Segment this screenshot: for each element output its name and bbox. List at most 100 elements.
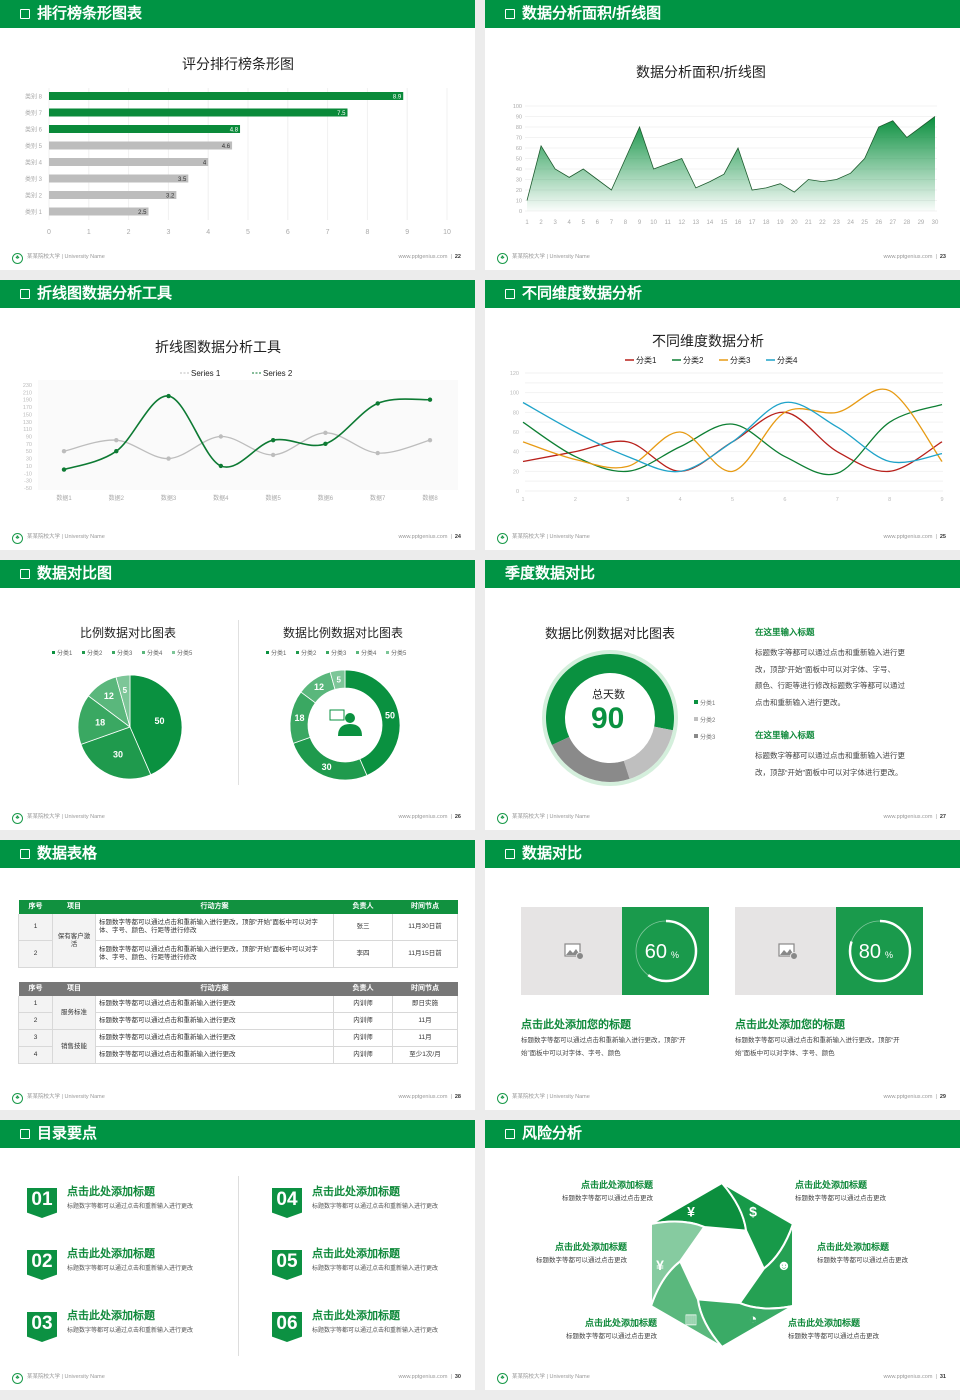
checkbox-icon — [505, 9, 515, 19]
footer-right: www.pptgenius.com | 31 — [884, 1374, 946, 1381]
cell-time: 至少1次/月 — [392, 1046, 458, 1064]
x-tick-label: 2 — [127, 229, 131, 236]
number-badge: 03 — [27, 1312, 57, 1342]
item-desc: 标题数字等都可以通过点击和重新输入进行更改 — [67, 1266, 194, 1272]
university-logo-icon: ♣ — [497, 253, 508, 264]
footer-sep: | — [935, 814, 937, 820]
footer-site: www.pptgenius.com — [398, 534, 448, 540]
legend-swatch — [386, 651, 389, 654]
pie-slice — [77, 695, 131, 745]
y-tick-label: 190 — [23, 398, 32, 404]
x-tick-label: 3 — [166, 229, 170, 236]
column-header: 序号 — [28, 984, 43, 992]
legend-swatch — [52, 651, 55, 654]
slide-30: 目录要点 ♣ 某某院校大学 | University Name www.pptgeni… — [0, 1120, 475, 1390]
footer-school: 某某院校大学 | University Name — [512, 1094, 590, 1100]
y-tick-label: 50 — [516, 157, 522, 163]
data-point — [375, 401, 380, 406]
checkbox-icon — [505, 1129, 515, 1139]
y-tick-label: 30 — [26, 457, 32, 463]
bar — [49, 191, 177, 199]
footer-school: 某某院校大学 | University Name — [27, 254, 105, 260]
cell-no: 3 — [18, 1029, 53, 1047]
column-header: 负责人 — [352, 902, 374, 910]
footer-site: www.pptgenius.com — [398, 254, 448, 260]
y-tick-label: 130 — [23, 420, 32, 426]
footer-site: www.pptgenius.com — [883, 254, 933, 260]
users-icon: ☻ — [777, 1257, 792, 1273]
item-desc: 标题数字等都可以通过点击和重新输入进行更改 — [312, 1204, 439, 1210]
y-tick-label: 80 — [513, 410, 519, 416]
x-tick-label: 30 — [932, 220, 939, 226]
y-tick-label: 60 — [513, 430, 519, 436]
card-text: 标题数字等都可以通过点击和重新输入进行更改，顶部“开 — [521, 1037, 686, 1044]
x-tick-label: 7 — [610, 220, 614, 226]
cell-time: 11月15日前 — [392, 940, 458, 968]
university-logo-icon: ♣ — [12, 533, 23, 544]
item-desc: 标题数字等都可以通过点击更改 — [817, 1257, 908, 1264]
x-tick-label: 14 — [707, 220, 714, 226]
slide-23: 数据分析面积/折线图 ♣ 某某院校大学 | University Name www.p… — [485, 0, 960, 270]
cell-project: 保有客户激活 — [52, 913, 96, 968]
legend-swatch — [694, 700, 698, 704]
cell-plan: 标题数字等都可以通过点击和重新输入进行更改，顶部“开始”面板中可以对字体、字号、… — [95, 940, 334, 968]
footer-right: www.pptgenius.com | 26 — [399, 814, 461, 821]
card-heading: 点击此处添加您的标题 — [521, 1019, 631, 1031]
slide-header: 数据对比 — [485, 840, 960, 868]
university-logo-icon: ♣ — [12, 1093, 23, 1104]
footer-sep: | — [935, 254, 937, 260]
chart-title-left: 比例数据对比图表 — [80, 626, 177, 640]
x-tick-label: 9 — [940, 497, 943, 503]
donut-segment — [546, 654, 674, 746]
y-tick-label: 0 — [519, 209, 522, 215]
legend-label: 分类5 — [177, 649, 193, 657]
chart-title: 数据比例数据对比图表 — [545, 626, 676, 641]
column-header: 时间节点 — [411, 984, 439, 992]
divider — [238, 1176, 239, 1356]
y-tick-label: 0 — [516, 489, 519, 495]
item-title: 点击此处添加标题 — [554, 1242, 627, 1252]
hand-money-icon: ¥ — [656, 1257, 664, 1273]
page-number: 25 — [939, 534, 946, 540]
slide-title: 数据分析面积/折线图 — [522, 5, 662, 22]
footer-right: www.pptgenius.com | 30 — [399, 1374, 461, 1381]
item-desc: 标题数字等都可以通过点击和重新输入进行更改 — [67, 1204, 194, 1210]
footer-school: 某某院校大学 | University Name — [27, 814, 105, 820]
footer-site: www.pptgenius.com — [398, 1374, 448, 1380]
block-heading: 在这里输入标题 — [755, 730, 815, 740]
footer-school: 某某院校大学 | University Name — [27, 1374, 105, 1380]
university-logo-icon: ♣ — [12, 253, 23, 264]
slide-title: 折线图数据分析工具 — [37, 285, 173, 302]
number-badge: 02 — [27, 1250, 57, 1280]
bar — [49, 92, 404, 100]
mountain — [780, 949, 794, 955]
plus — [576, 952, 584, 960]
table-header-row: 序号 项目 行动方案 负责人 时间节点 — [18, 981, 458, 996]
column-header: 项目 — [67, 902, 81, 910]
slide-28: 数据表格 ♣ 某某院校大学 | University Name www.pptgeni… — [0, 840, 475, 1110]
y-tick-label: 30 — [516, 178, 522, 184]
bar — [49, 141, 233, 150]
progress-value: 60 — [645, 941, 667, 963]
footer-school: 某某院校大学 | University Name — [512, 534, 590, 540]
area-fill — [527, 116, 935, 211]
divider — [238, 620, 239, 785]
slide-header: 数据对比图 — [0, 560, 475, 588]
item-desc: 标题数字等都可以通过点击和重新输入进行更改 — [312, 1328, 439, 1334]
y-tick-label: 90 — [516, 115, 522, 121]
slide-26: 数据对比图 ♣ 某某院校大学 | University Name www.pptgen… — [0, 560, 475, 830]
column-header: 行动方案 — [200, 902, 229, 910]
footer-site: www.pptgenius.com — [883, 814, 933, 820]
checkbox-icon — [20, 569, 30, 579]
y-tick-label: 10 — [26, 464, 32, 470]
progress-unit: % — [885, 950, 893, 960]
legend-label: 分类1 — [700, 699, 716, 707]
x-tick-label: 2 — [539, 220, 543, 226]
legend-label: 分类1 — [636, 355, 657, 365]
slide-31: 风险分析 ♣ 某某院校大学 | University Name www.pptgeni… — [485, 1120, 960, 1390]
cell-owner: 张三 — [333, 913, 393, 941]
cell-project: 销售技能 — [52, 1029, 96, 1064]
legend-swatch — [82, 651, 85, 654]
